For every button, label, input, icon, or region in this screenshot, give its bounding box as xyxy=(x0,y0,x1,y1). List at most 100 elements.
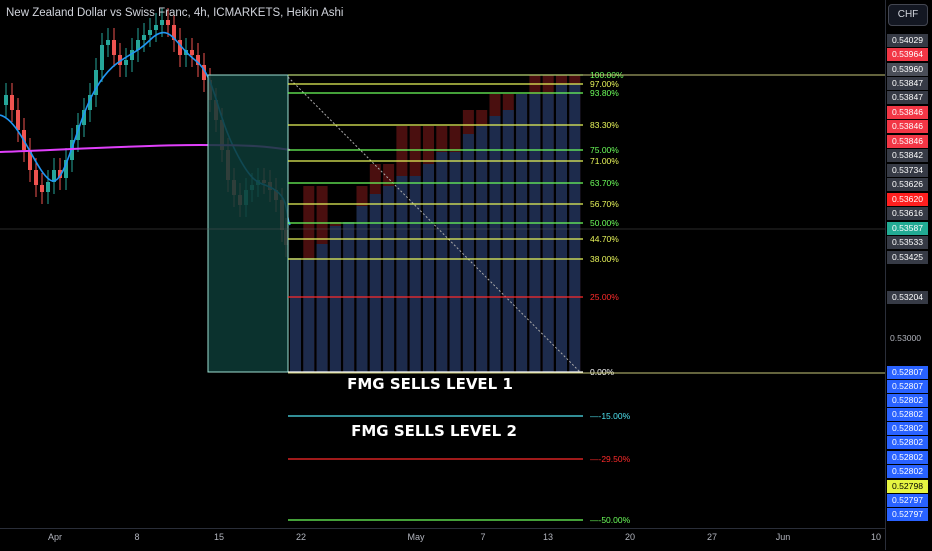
time-axis-label: Jun xyxy=(775,532,791,542)
forecast-bar-blue xyxy=(396,176,408,372)
price-badge: 0.52802 xyxy=(887,451,928,464)
candle-body xyxy=(82,110,86,125)
forecast-bar-blue xyxy=(316,244,328,372)
price-badge: 0.53842 xyxy=(887,149,928,162)
time-axis-label: 27 xyxy=(706,532,718,542)
time-axis-label: May xyxy=(407,532,425,542)
candle-body xyxy=(52,170,56,182)
forecast-bar-blue xyxy=(329,226,341,372)
candle-body xyxy=(112,40,116,55)
price-badge: 0.53204 xyxy=(887,291,928,304)
price-badge: 0.53734 xyxy=(887,164,928,177)
fmg-sells-level-1-text: FMG SELLS LEVEL 1 xyxy=(347,375,513,393)
forecast-bar-blue xyxy=(569,84,581,372)
candle-body xyxy=(100,45,104,70)
time-axis-label: 20 xyxy=(624,532,636,542)
forecast-bar-blue xyxy=(409,176,421,372)
forecast-bar-blue xyxy=(529,94,541,372)
time-axis[interactable] xyxy=(0,528,885,551)
price-badge: 0.52802 xyxy=(887,394,928,407)
candle-body xyxy=(16,110,20,130)
candle-body xyxy=(160,20,164,25)
forecast-bar-blue xyxy=(356,206,368,372)
candle-body xyxy=(148,30,152,35)
candle-body xyxy=(106,40,110,45)
candle-body xyxy=(190,50,194,55)
candle-body xyxy=(142,35,146,40)
price-badge: 0.54029 xyxy=(887,34,928,47)
candle-body xyxy=(130,50,134,60)
price-badge: 0.53847 xyxy=(887,77,928,90)
fib-level-label: —-50.00% xyxy=(590,515,631,525)
diagonal-trend-line[interactable] xyxy=(287,76,581,373)
time-axis-label: 13 xyxy=(542,532,554,542)
price-badge: 0.53964 xyxy=(887,48,928,61)
price-badge: 0.52797 xyxy=(887,494,928,507)
forecast-bar-blue xyxy=(290,258,301,372)
forecast-bar-blue xyxy=(516,94,528,372)
candle-body xyxy=(154,25,158,30)
fib-level-label: 38.00% xyxy=(590,254,619,264)
candle-body xyxy=(34,170,38,185)
forecast-bar-blue xyxy=(303,258,315,372)
forecast-bar-blue xyxy=(462,134,474,372)
forecast-bar-blue xyxy=(369,194,381,372)
fib-level-label: 97.00% xyxy=(590,79,619,89)
price-badge: 0.53620 xyxy=(887,193,928,206)
chart-title: New Zealand Dollar vs Swiss Franc, 4h, I… xyxy=(6,7,344,19)
time-axis-label: 8 xyxy=(134,532,140,542)
forecast-bar-blue xyxy=(436,152,448,372)
candle-body xyxy=(178,40,182,55)
price-badge: 0.53846 xyxy=(887,106,928,119)
price-badge: 0.52798 xyxy=(887,480,928,493)
candle-body xyxy=(172,25,176,40)
fib-level-label: 75.00% xyxy=(590,145,619,155)
time-axis-label: 22 xyxy=(295,532,307,542)
candle-body xyxy=(46,182,50,192)
fib-level-label: 93.80% xyxy=(590,88,619,98)
candle-body xyxy=(136,40,140,50)
price-badge: 0.52802 xyxy=(887,465,928,478)
forecast-bar-blue xyxy=(489,116,501,372)
candle-body xyxy=(58,170,62,178)
fib-level-label: 25.00% xyxy=(590,292,619,302)
price-badge: 0.52797 xyxy=(887,508,928,521)
candle-body xyxy=(64,160,68,178)
fmg-sells-level-2-text: FMG SELLS LEVEL 2 xyxy=(351,422,517,440)
fib-level-label: —-15.00% xyxy=(590,411,631,421)
fib-level-label: 56.70% xyxy=(590,199,619,209)
candle-body xyxy=(28,150,32,170)
time-axis-label: Apr xyxy=(47,532,63,542)
price-badge: 0.53616 xyxy=(887,207,928,220)
price-chart[interactable]: 100.00%97.00%93.80%83.30%75.00%71.00%63.… xyxy=(0,0,885,528)
price-badge: 0.52802 xyxy=(887,436,928,449)
candle-body xyxy=(124,60,128,65)
forecast-bar-blue xyxy=(542,94,554,372)
price-badge: 0.53846 xyxy=(887,120,928,133)
candle-body xyxy=(10,95,14,110)
forecast-bar-blue xyxy=(556,84,567,372)
forecast-bar-blue xyxy=(502,110,514,372)
forecast-bar-blue xyxy=(383,186,395,372)
fib-level-label: 44.70% xyxy=(590,234,619,244)
fib-level-label: 63.70% xyxy=(590,178,619,188)
fib-level-label: 50.00% xyxy=(590,218,619,228)
range-box[interactable] xyxy=(207,74,289,373)
price-badge: 0.53587 xyxy=(887,222,928,235)
fib-level-label: —-29.50% xyxy=(590,454,631,464)
forecast-bar-blue xyxy=(449,152,461,372)
time-axis-label: 10 xyxy=(870,532,882,542)
price-badge: 0.53960 xyxy=(887,63,928,76)
price-badge: 0.52807 xyxy=(887,366,928,379)
candle-body xyxy=(166,20,170,25)
time-axis-label: 7 xyxy=(480,532,486,542)
fibonacci-retracement[interactable]: 100.00%97.00%93.80%83.30%75.00%71.00%63.… xyxy=(288,70,631,525)
candle-body xyxy=(118,55,122,65)
candle-body xyxy=(202,65,206,80)
price-badge: 0.53846 xyxy=(887,135,928,148)
candle-body xyxy=(4,95,8,105)
candle-body xyxy=(40,185,44,192)
currency-button[interactable]: CHF xyxy=(888,4,928,26)
price-badge: 0.52802 xyxy=(887,422,928,435)
price-badge: 0.52802 xyxy=(887,408,928,421)
